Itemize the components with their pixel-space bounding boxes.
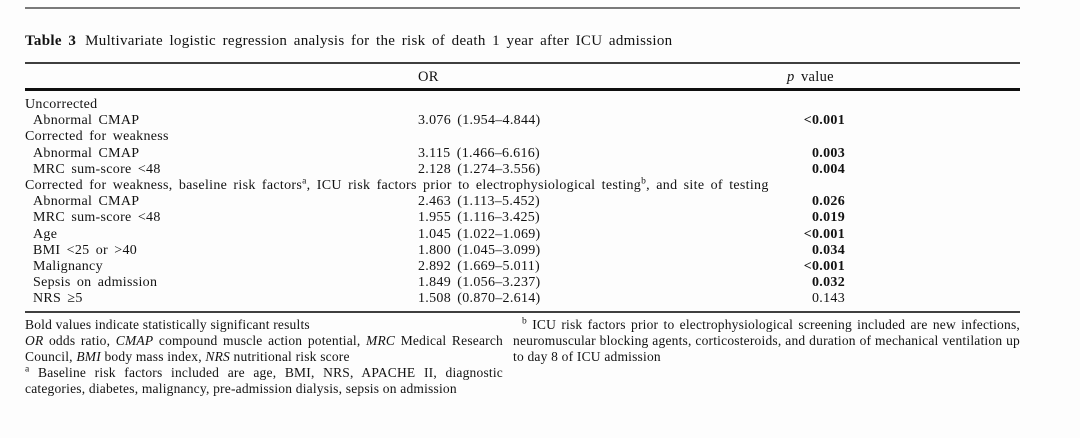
row-label: Abnormal CMAP: [33, 145, 140, 161]
p-value: 0.143: [812, 291, 845, 307]
footnote: OR odds ratio, CMAP compound muscle acti…: [25, 333, 503, 364]
table-caption: Table 3 Multivariate logistic regression …: [25, 33, 1020, 50]
row-label: NRS ≥5: [33, 291, 83, 307]
section-row: Uncorrected: [25, 97, 1020, 113]
table-row: Age 1.045 (1.022–1.069) <0.001: [25, 227, 1020, 243]
top-rule: [25, 7, 1020, 9]
table-body: Uncorrected Abnormal CMAP 3.076 (1.954–4.8…: [25, 97, 1020, 308]
footnote: a Baseline risk factors included are age…: [25, 364, 503, 396]
or-value: 1.955 (1.116–3.425): [418, 210, 541, 226]
section-row: Corrected for weakness, baseline risk fa…: [25, 176, 1020, 194]
p-value: 0.019: [812, 210, 845, 226]
column-header-p: p value: [787, 69, 834, 85]
table-row: MRC sum-score <48 1.955 (1.116–3.425) 0.01…: [25, 210, 1020, 226]
row-label: BMI <25 or >40: [33, 242, 138, 258]
section-label: Corrected for weakness: [25, 129, 169, 145]
or-value: 3.076 (1.954–4.844): [418, 113, 541, 129]
row-label: Abnormal CMAP: [33, 194, 140, 210]
row-label: Abnormal CMAP: [33, 113, 140, 129]
or-value: 1.045 (1.022–1.069): [418, 226, 541, 242]
row-label: Malignancy: [33, 259, 103, 275]
table-row: BMI <25 or >40 1.800 (1.045–3.099) 0.034: [25, 243, 1020, 259]
footnotes: Bold values indicate statistically signi…: [25, 317, 1020, 397]
table-row: Malignancy 2.892 (1.669–5.011) <0.001: [25, 259, 1020, 275]
header-divider: [25, 88, 1020, 91]
p-value: <0.001: [803, 113, 845, 129]
or-value: 1.800 (1.045–3.099): [418, 242, 541, 258]
caption-divider: [25, 62, 1020, 64]
table-bottom-divider: [25, 311, 1020, 313]
p-value: 0.003: [812, 145, 845, 161]
table-row: NRS ≥5 1.508 (0.870–2.614) 0.143: [25, 291, 1020, 307]
section-row: Corrected for weakness: [25, 129, 1020, 145]
footnote-column-left: Bold values indicate statistically signi…: [25, 317, 503, 397]
table-caption-label: Table 3: [25, 33, 77, 49]
table-row: Abnormal CMAP 3.115 (1.466–6.616) 0.003: [25, 146, 1020, 162]
table-row: Sepsis on admission 1.849 (1.056–3.237) 0.…: [25, 275, 1020, 291]
table-row: MRC sum-score <48 2.128 (1.274–3.556) 0.00…: [25, 162, 1020, 178]
table-row: Abnormal CMAP 2.463 (1.113–5.452) 0.026: [25, 194, 1020, 210]
or-value: 1.849 (1.056–3.237): [418, 275, 541, 291]
table-row: Abnormal CMAP 3.076 (1.954–4.844) <0.001: [25, 113, 1020, 129]
p-value: <0.001: [803, 226, 845, 242]
footnote-column-right: b ICU risk factors prior to electrophysi…: [513, 317, 1020, 397]
footnote: b ICU risk factors prior to electrophysi…: [513, 316, 1020, 364]
or-value: 1.508 (0.870–2.614): [418, 291, 541, 307]
header-spacer: [25, 69, 418, 86]
footnote: Bold values indicate statistically signi…: [25, 317, 310, 332]
p-value: 0.034: [812, 242, 845, 258]
or-value: 2.892 (1.669–5.011): [418, 259, 541, 275]
row-label: Age: [33, 226, 58, 242]
column-header-or: OR: [418, 69, 439, 85]
section-label: Uncorrected: [25, 97, 98, 112]
row-label: MRC sum-score <48: [33, 161, 161, 177]
table-header-row: OR p value: [25, 69, 1020, 86]
or-value: 3.115 (1.466–6.616): [418, 145, 541, 161]
or-value: 2.463 (1.113–5.452): [418, 194, 541, 210]
p-value: 0.026: [812, 194, 845, 210]
row-label: Sepsis on admission: [33, 275, 158, 291]
row-label: MRC sum-score <48: [33, 210, 161, 226]
or-value: 2.128 (1.274–3.556): [418, 161, 541, 177]
p-value: <0.001: [803, 259, 845, 275]
p-value: 0.032: [812, 275, 845, 291]
table-caption-text: Multivariate logistic regression analysi…: [85, 33, 673, 49]
p-value: 0.004: [812, 161, 845, 177]
section-label: Corrected for weakness, baseline risk fa…: [25, 176, 769, 194]
